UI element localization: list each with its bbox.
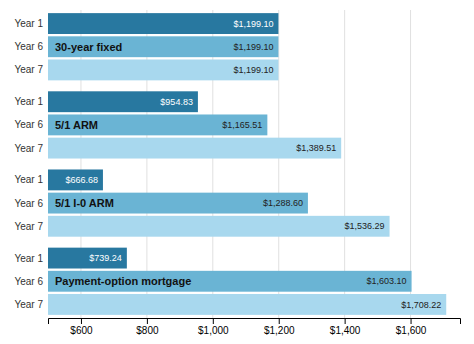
- data-label: $1,708.22: [401, 300, 441, 310]
- data-label: $1,165.51: [222, 120, 262, 130]
- tick-label: $1,200: [264, 325, 295, 336]
- series-label: Year 6: [14, 41, 43, 52]
- labels: Year 1 $1,199.10 Year 1 $954.83 Year 1 $666.6…: [14, 18, 441, 310]
- series-label: Year 1: [14, 253, 43, 264]
- axis-line: [49, 319, 461, 325]
- tick-mark: [81, 318, 82, 324]
- bars: [48, 13, 446, 315]
- series-label: Year 6: [14, 198, 43, 209]
- tick: $1,600: [396, 318, 427, 336]
- series-label: Year 1: [14, 18, 43, 29]
- plot: Year 1 $1,199.10 Year 1 $954.83 Year 1 $666.6…: [14, 10, 460, 336]
- tick-label: $1,400: [330, 325, 361, 336]
- tick: $1,000: [198, 318, 229, 336]
- tick: $1,200: [264, 318, 295, 336]
- tick-label: $600: [70, 325, 93, 336]
- series-label: Year 1: [14, 174, 43, 185]
- data-label: $1,199.10: [233, 65, 273, 75]
- tick-label: $800: [136, 325, 159, 336]
- bar: [48, 59, 278, 80]
- series-label: Year 7: [14, 143, 43, 154]
- bar: [48, 36, 278, 57]
- data-label: $1,603.10: [367, 276, 407, 286]
- bar: [48, 248, 127, 269]
- category-label: Payment-option mortgage: [55, 275, 191, 287]
- bar: [48, 114, 267, 135]
- bar: [48, 91, 198, 112]
- category-label: 5/1 ARM: [55, 119, 98, 131]
- tick: $600: [70, 318, 93, 336]
- category-label: 30-year fixed: [55, 41, 122, 53]
- series-label: Year 7: [14, 221, 43, 232]
- tick-mark: [345, 318, 346, 324]
- bar: [48, 13, 278, 34]
- bar: [48, 271, 412, 292]
- bar: [48, 193, 308, 214]
- bar: [48, 294, 446, 315]
- tick-mark: [279, 318, 280, 324]
- x-axis: $600 $800 $1,000 $1,200 $1,400 $1,600: [49, 318, 461, 336]
- data-label: $1,536.29: [345, 221, 385, 231]
- tick-label: $1,000: [198, 325, 229, 336]
- tick-mark: [147, 318, 148, 324]
- series-label: Year 7: [14, 64, 43, 75]
- tick-mark: [411, 318, 412, 324]
- data-label: $1,199.10: [233, 19, 273, 29]
- bar: [48, 216, 390, 237]
- data-label: $1,288.60: [263, 198, 303, 208]
- bar: [48, 169, 103, 190]
- data-label: $739.24: [89, 253, 122, 263]
- tick-label: $1,600: [396, 325, 427, 336]
- data-label: $666.68: [65, 175, 98, 185]
- category-label: 5/1 I-0 ARM: [55, 197, 114, 209]
- tick-mark: [213, 318, 214, 324]
- series-label: Year 6: [14, 119, 43, 130]
- data-label: $1,389.51: [296, 143, 336, 153]
- series-label: Year 6: [14, 276, 43, 287]
- tick: $800: [136, 318, 159, 336]
- series-label: Year 1: [14, 96, 43, 107]
- chart: Year 1 $1,199.10 Year 1 $954.83 Year 1 $666.6…: [0, 0, 474, 344]
- data-label: $954.83: [160, 97, 193, 107]
- tick: $1,400: [330, 318, 361, 336]
- bar: [48, 138, 341, 159]
- data-label: $1,199.10: [233, 42, 273, 52]
- series-label: Year 7: [14, 299, 43, 310]
